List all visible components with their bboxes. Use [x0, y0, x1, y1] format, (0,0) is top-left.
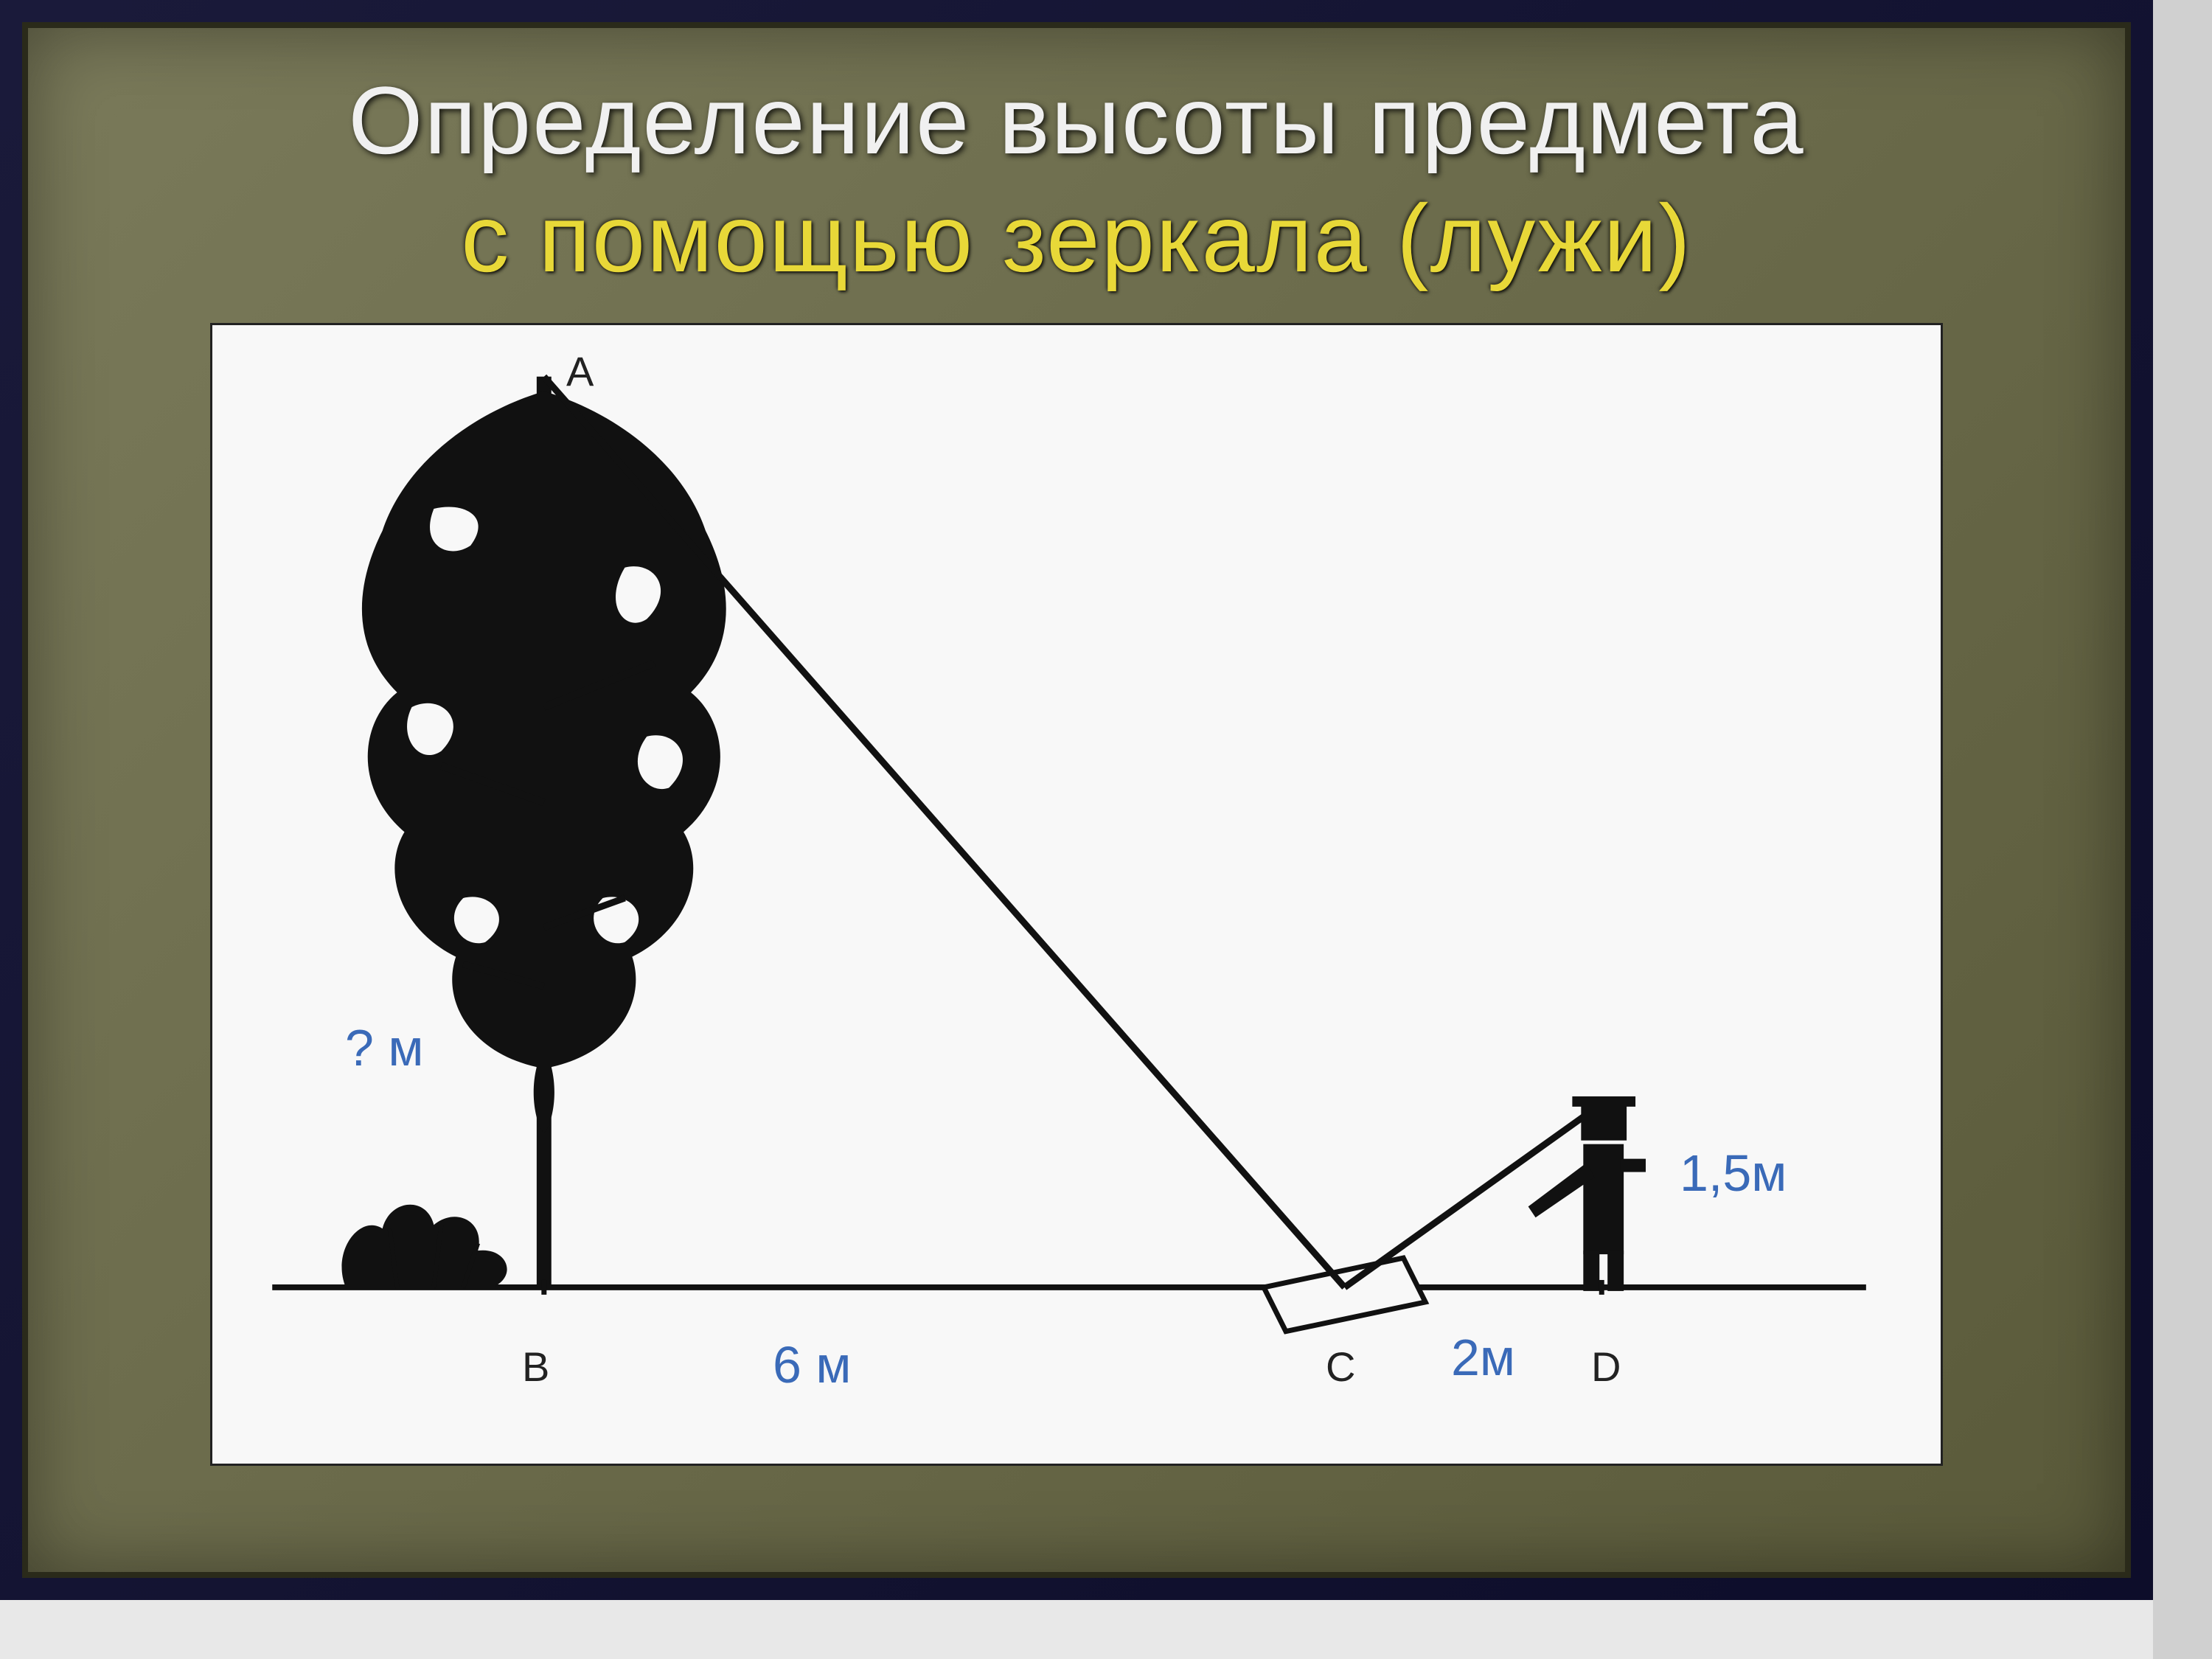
slide-inner-frame: Определение высоты предмета с помощью зе… [22, 22, 2131, 1578]
bush [341, 1205, 507, 1287]
diagram-svg [212, 325, 1941, 1464]
point-label-b: B [522, 1343, 549, 1391]
point-label-d: D [1591, 1343, 1621, 1391]
title-line-2: с помощью зеркала (лужи) [87, 183, 2066, 293]
label-tree-height: ? м [345, 1018, 424, 1077]
slide-outer-frame: Определение высоты предмета с помощью зе… [0, 0, 2153, 1600]
mirror-icon [1264, 1258, 1425, 1332]
title-line-1: Определение высоты предмета [87, 65, 2066, 175]
label-person-height: 1,5м [1680, 1144, 1787, 1203]
diagram-panel: A B C D ? м 6 м 2м 1,5м [210, 323, 1943, 1466]
label-bc-distance: 6 м [773, 1335, 852, 1394]
window-bottom-strip [0, 1600, 2153, 1659]
label-cd-distance: 2м [1451, 1328, 1515, 1387]
point-label-c: C [1326, 1343, 1355, 1391]
person-icon [1528, 1096, 1646, 1291]
window-right-strip [2153, 0, 2212, 1659]
slide-title: Определение высоты предмета с помощью зе… [87, 65, 2066, 293]
point-label-a: A [566, 347, 594, 395]
